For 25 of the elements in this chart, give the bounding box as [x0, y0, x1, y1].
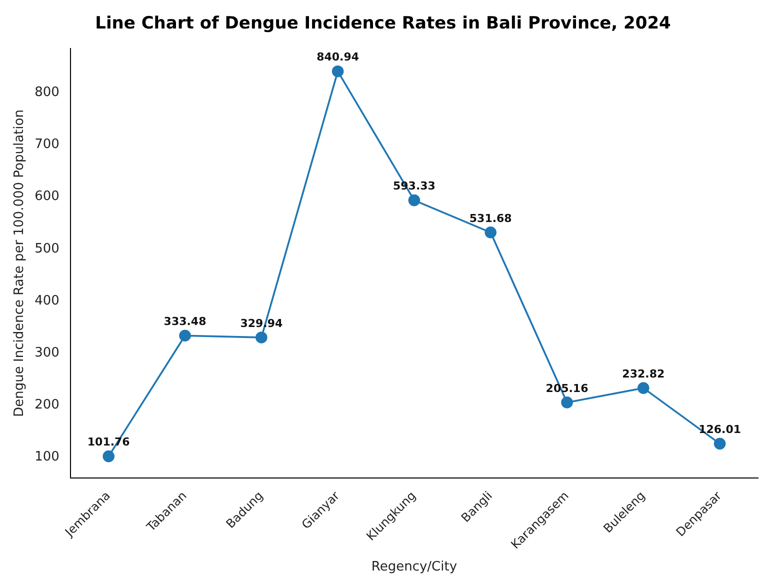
point	[484, 226, 497, 238]
y-tick-label: 100	[34, 450, 60, 465]
x-axis-title: Regency/City	[371, 560, 458, 575]
point	[102, 450, 115, 462]
y-tick-label: 400	[34, 293, 60, 308]
point	[408, 194, 420, 206]
data-label: 232.82	[622, 367, 665, 380]
point	[561, 396, 573, 408]
y-tick-label: 500	[34, 241, 60, 256]
y-tick-label: 200	[34, 398, 60, 413]
y-tick-label: 600	[34, 189, 60, 204]
chart-title: Line Chart of Dengue Incidence Rates in Bali Province, 2024	[95, 14, 672, 34]
y-axis-title: Dengue Incidence Rate per 100.000 Population	[12, 110, 28, 417]
y-tick-label: 300	[34, 345, 60, 360]
data-label: 531.68	[469, 212, 512, 225]
point	[332, 65, 344, 78]
point	[179, 330, 191, 342]
data-label: 333.48	[164, 314, 206, 328]
point	[714, 438, 726, 450]
data-label: 840.94	[316, 50, 360, 64]
data-label: 126.01	[698, 423, 742, 436]
point	[256, 332, 268, 344]
y-tick-label: 800	[34, 85, 60, 100]
point	[638, 382, 650, 394]
y-tick-label: 700	[34, 137, 60, 152]
